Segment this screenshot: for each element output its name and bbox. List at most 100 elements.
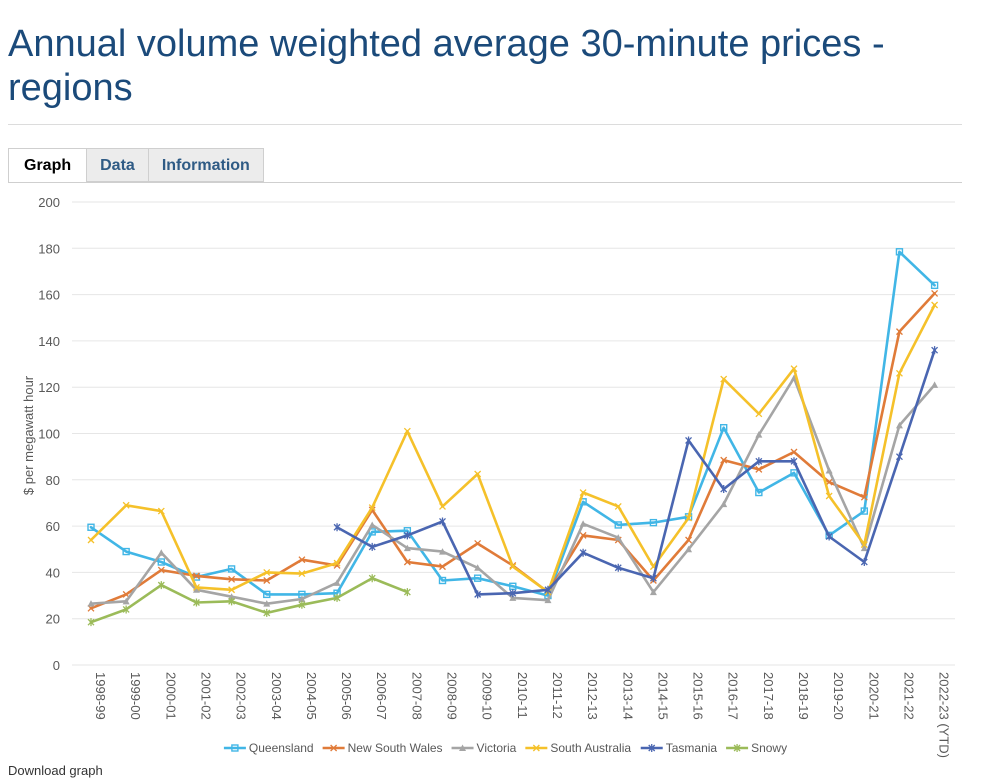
price-line-chart: 0 20 40 60 80 100 120 140 160 180 200 $ per megawat… (21, 195, 955, 758)
data-point (825, 492, 833, 500)
data-point (685, 545, 693, 553)
tab-graph[interactable]: Graph (8, 148, 88, 183)
data-point (474, 540, 482, 547)
data-point (473, 574, 482, 582)
x-tick-label: 2000-01 (163, 672, 178, 720)
data-point (930, 281, 939, 290)
data-point (860, 493, 868, 501)
data-point (87, 618, 95, 627)
data-point (860, 544, 868, 552)
data-point (895, 328, 903, 336)
data-point (685, 536, 693, 544)
x-tick-label: 1999-00 (128, 672, 143, 720)
data-point (263, 577, 271, 584)
x-tick-label: 2019-20 (831, 672, 846, 720)
x-tick-label: 2013-14 (620, 672, 635, 720)
data-point (614, 521, 622, 529)
data-point (368, 521, 376, 528)
data-point (231, 744, 239, 752)
data-point (439, 563, 446, 571)
data-point (263, 568, 271, 576)
data-point (298, 595, 306, 603)
series-line-snowy (89, 576, 409, 624)
data-point (931, 381, 939, 388)
data-point (860, 557, 868, 566)
x-tick-label: 2005-06 (339, 672, 354, 720)
data-point (931, 289, 939, 297)
data-point (333, 523, 341, 532)
x-tick-label: 1998-99 (93, 672, 108, 720)
data-point (825, 467, 833, 474)
legend-label-victoria: Victoria (477, 741, 517, 755)
data-point (755, 457, 763, 466)
legend-label-queensland: Queensland (249, 741, 314, 755)
data-point (733, 744, 741, 752)
data-point (368, 542, 376, 551)
data-point (895, 369, 903, 377)
data-point (403, 531, 411, 540)
data-point (439, 548, 446, 555)
tab-information[interactable]: Information (148, 148, 264, 182)
x-tick-label: 2016-17 (726, 672, 741, 720)
x-tick-label: 2006-07 (374, 672, 389, 720)
data-point (403, 588, 411, 597)
data-point (333, 559, 341, 567)
x-tick-label: 2015-16 (691, 672, 706, 720)
data-point (87, 536, 95, 544)
data-point (579, 548, 587, 557)
legend-label-south-australia: South Australia (550, 741, 631, 755)
data-point (368, 574, 376, 583)
y-tick-label: 60 (46, 519, 60, 534)
x-tick-label: 2003-04 (269, 672, 284, 720)
data-point (860, 541, 868, 549)
data-point (825, 532, 833, 541)
x-tick-label: 2007-08 (409, 672, 424, 720)
data-point (333, 579, 341, 586)
data-point (227, 565, 236, 573)
data-point (895, 248, 904, 256)
data-point (790, 469, 798, 477)
data-point (685, 514, 693, 522)
data-point (755, 431, 763, 438)
x-tick-label: 2021-22 (901, 672, 916, 720)
data-point (87, 600, 95, 607)
data-point (298, 570, 306, 578)
below-chart-text[interactable]: Download graph (8, 763, 103, 778)
data-point (228, 575, 236, 583)
x-tick-label: 2014-15 (655, 672, 670, 720)
data-point (157, 549, 165, 556)
data-point (263, 590, 271, 599)
data-point (614, 502, 622, 510)
y-tick-label: 120 (38, 380, 60, 395)
y-tick-label: 0 (53, 658, 60, 673)
data-point (685, 436, 693, 445)
x-tick-label: 2004-05 (304, 672, 319, 720)
data-point (648, 744, 656, 752)
data-point (157, 566, 165, 574)
data-point (192, 598, 200, 607)
data-point (122, 597, 130, 605)
data-point (192, 583, 200, 591)
data-point (720, 485, 728, 494)
data-point (474, 470, 482, 478)
data-point (579, 531, 587, 539)
x-tick-label: 2011-12 (550, 672, 565, 719)
x-tick-label: 2020-21 (866, 672, 881, 720)
data-point (333, 593, 341, 602)
y-tick-label: 180 (38, 241, 60, 256)
data-point (438, 576, 447, 585)
x-tick-label: 2009-10 (480, 672, 495, 720)
data-point (931, 346, 939, 355)
tab-data[interactable]: Data (87, 148, 149, 182)
data-point (895, 452, 903, 461)
data-point (263, 600, 271, 607)
y-tick-label: 140 (38, 334, 60, 349)
data-point (403, 427, 411, 435)
data-point (122, 605, 130, 614)
x-tick-label: 2001-02 (198, 672, 213, 720)
data-point (122, 501, 130, 509)
y-tick-label: 200 (38, 195, 60, 210)
y-tick-label: 20 (46, 612, 60, 627)
data-point (228, 593, 236, 600)
data-point (474, 564, 482, 571)
